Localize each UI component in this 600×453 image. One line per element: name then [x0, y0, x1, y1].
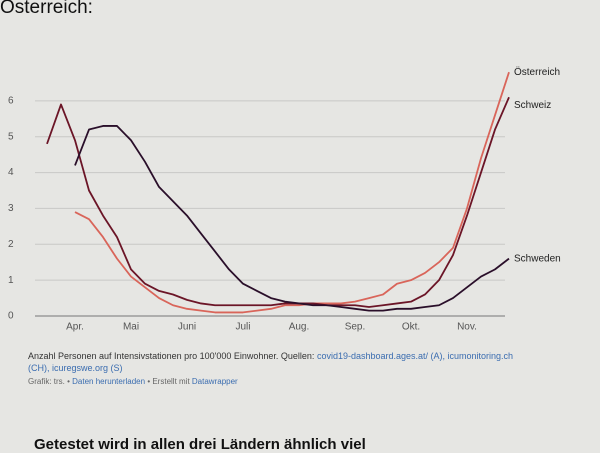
y-tick-label: 5: [8, 131, 14, 142]
series-label: Schweden: [514, 253, 561, 264]
y-tick-label: 1: [8, 275, 14, 286]
note: Anzahl Personen auf Intensivstationen pr…: [28, 351, 315, 361]
chart: Österreich: 0 1 2 3 4 5 6 Apr. Mai Juni Juli Aug. Se…: [0, 0, 561, 333]
note-line: Anzahl Personen auf Intensivstationen pr…: [28, 351, 513, 361]
x-tick-label: Apr.: [66, 322, 84, 333]
series-label: Schweiz: [514, 100, 551, 111]
credit: Grafik: trs. •: [28, 377, 73, 386]
y-tick-label: 3: [8, 203, 14, 214]
x-tick-label: Juni: [178, 322, 196, 333]
y-tick-label: 0: [8, 311, 14, 322]
x-tick-label: Juli: [235, 322, 250, 333]
series-line: [74, 71, 510, 314]
x-tick-label: Okt.: [402, 322, 420, 333]
series-line: [46, 96, 510, 308]
x-tick-label: Sep.: [345, 322, 366, 333]
source-link[interactable]: (CH), icuregswe.org (S): [28, 363, 123, 373]
y-tick-label: 2: [8, 239, 14, 250]
chart-title: Österreich:: [0, 0, 93, 18]
y-tick-label: 4: [8, 167, 14, 178]
series-line: [74, 125, 510, 312]
y-tick-label: 6: [8, 95, 14, 106]
credit-link[interactable]: Daten herunterladen: [72, 377, 146, 386]
series-label: Österreich: [514, 66, 560, 78]
next-heading: Getestet wird in allen drei Ländern ähnl…: [34, 436, 366, 453]
credit-line: Grafik: trs. • Daten herunterladen • Ers…: [28, 377, 238, 386]
credit: • Erstellt mit: [145, 377, 192, 386]
source-link[interactable]: covid19-dashboard.ages.at/ (A), icumonit…: [316, 351, 514, 361]
x-tick-label: Mai: [123, 322, 139, 333]
note-line: (CH), icuregswe.org (S): [28, 363, 123, 373]
x-tick-label: Aug.: [289, 322, 310, 333]
x-tick-label: Nov.: [457, 322, 477, 333]
credit-link[interactable]: Datawrapper: [191, 377, 238, 386]
